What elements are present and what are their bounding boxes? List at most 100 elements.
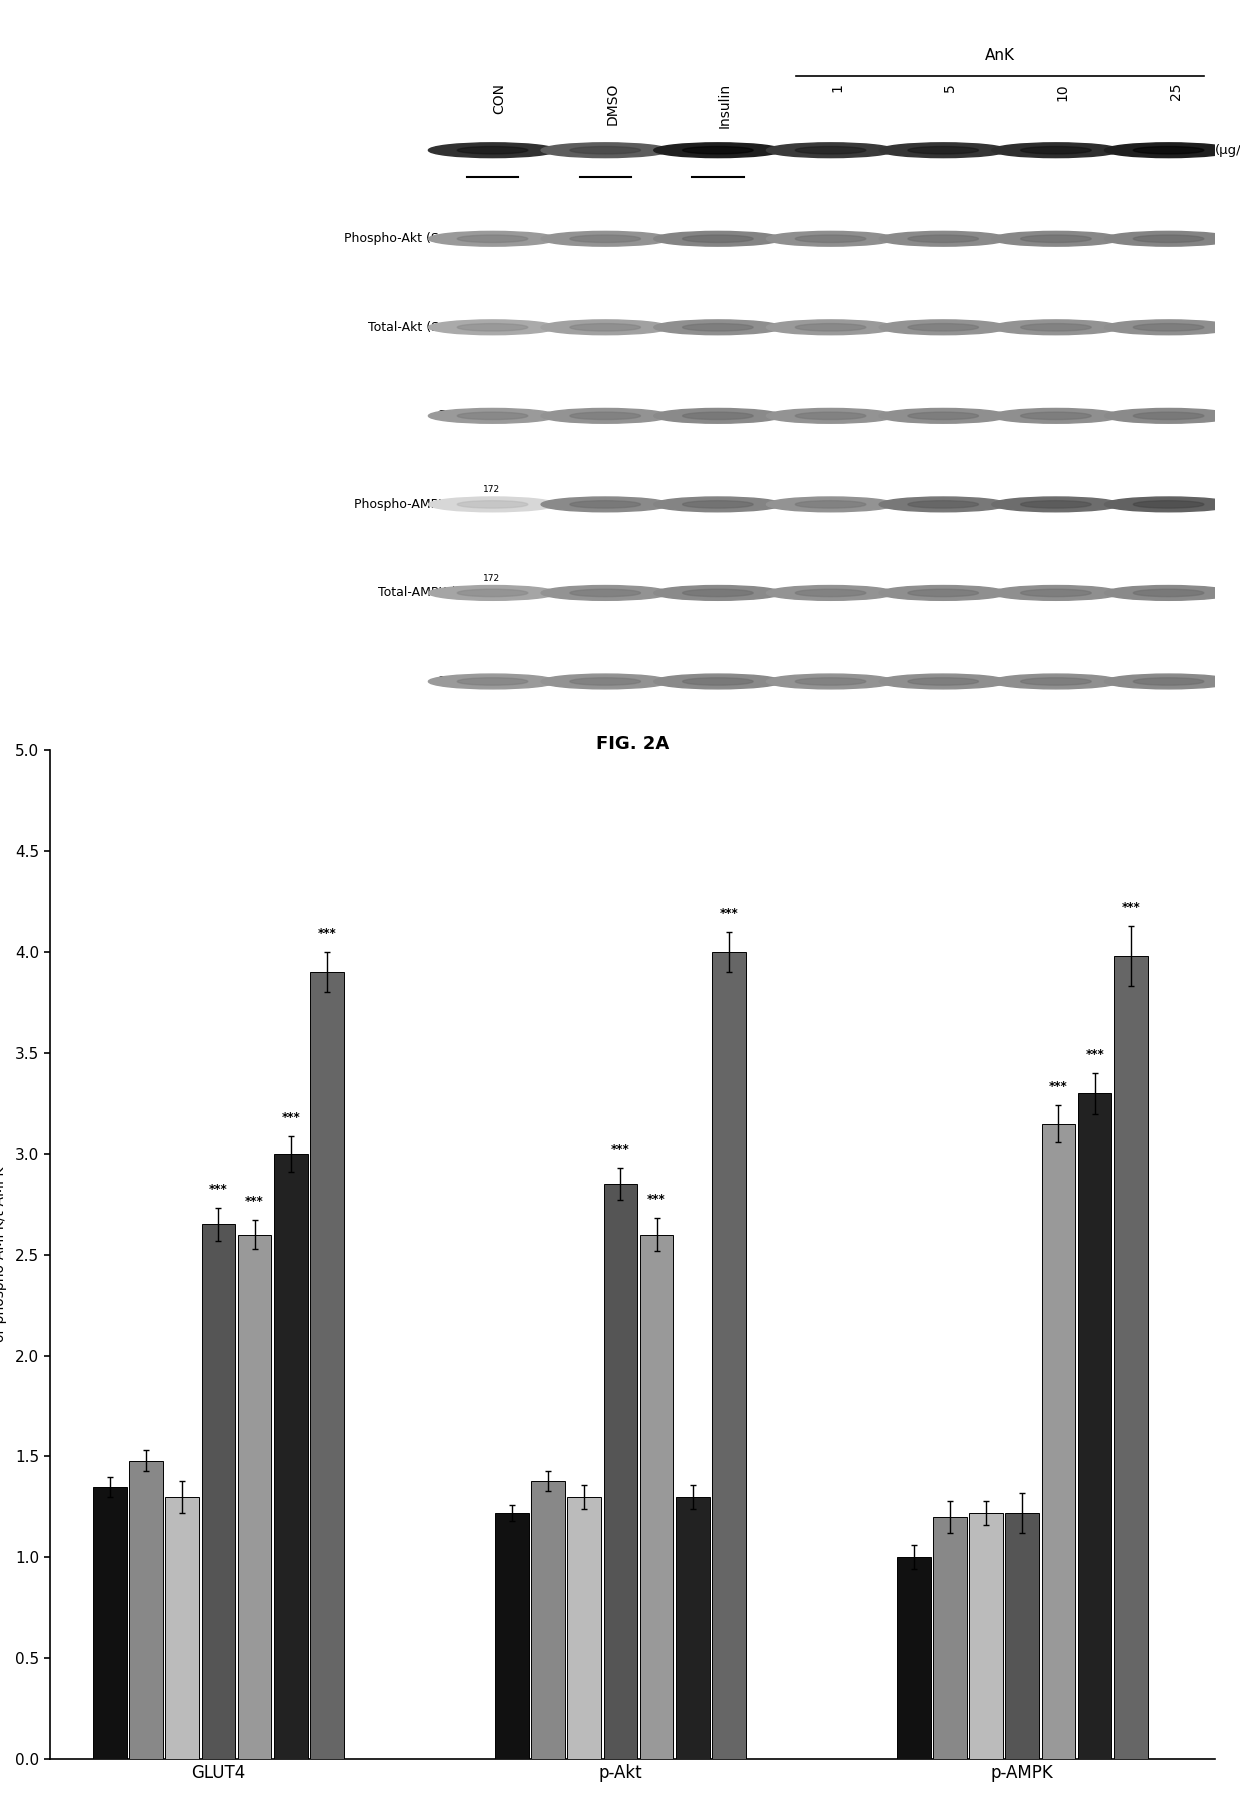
Ellipse shape: [1133, 501, 1204, 508]
Ellipse shape: [1021, 589, 1091, 596]
Bar: [934, 1517, 967, 1759]
Ellipse shape: [879, 675, 1007, 689]
Ellipse shape: [570, 501, 641, 508]
Text: DMSO: DMSO: [605, 83, 619, 126]
Ellipse shape: [541, 144, 670, 158]
Bar: [897, 1558, 930, 1759]
Ellipse shape: [458, 235, 528, 242]
Text: 25: 25: [1168, 83, 1183, 101]
Ellipse shape: [766, 675, 895, 689]
Ellipse shape: [879, 232, 1007, 246]
Text: 10: 10: [1056, 83, 1070, 101]
Text: ***: ***: [611, 1143, 630, 1156]
Ellipse shape: [1105, 409, 1233, 424]
Ellipse shape: [992, 497, 1120, 512]
Bar: [712, 951, 745, 1759]
Text: GLUT4: GLUT4: [440, 144, 481, 156]
Ellipse shape: [653, 232, 782, 246]
Text: 1: 1: [831, 83, 844, 92]
Text: 5: 5: [944, 83, 957, 92]
Ellipse shape: [682, 235, 753, 242]
Text: Total-Akt (Ser473): Total-Akt (Ser473): [368, 321, 481, 334]
Ellipse shape: [541, 497, 670, 512]
Ellipse shape: [541, 675, 670, 689]
Ellipse shape: [766, 497, 895, 512]
Text: ***: ***: [1085, 1048, 1104, 1061]
Ellipse shape: [429, 144, 557, 158]
Bar: [165, 1497, 200, 1759]
Ellipse shape: [1133, 413, 1204, 420]
Ellipse shape: [795, 501, 866, 508]
Text: GAPDH: GAPDH: [436, 675, 481, 687]
Text: GAPDH: GAPDH: [436, 409, 481, 422]
Bar: [238, 1235, 272, 1759]
Bar: [310, 973, 343, 1759]
Bar: [970, 1513, 1003, 1759]
Text: (μg/mL): (μg/mL): [1215, 144, 1240, 156]
Ellipse shape: [1105, 585, 1233, 600]
Ellipse shape: [908, 501, 978, 508]
Text: Insulin: Insulin: [718, 83, 732, 127]
Ellipse shape: [992, 409, 1120, 424]
Bar: [1078, 1093, 1111, 1759]
Ellipse shape: [1133, 235, 1204, 242]
Ellipse shape: [570, 589, 641, 596]
Bar: [568, 1497, 601, 1759]
Ellipse shape: [682, 413, 753, 420]
Bar: [129, 1461, 162, 1759]
Ellipse shape: [1021, 147, 1091, 154]
Ellipse shape: [908, 147, 978, 154]
Ellipse shape: [429, 585, 557, 600]
Ellipse shape: [429, 409, 557, 424]
Ellipse shape: [879, 144, 1007, 158]
Ellipse shape: [541, 585, 670, 600]
Ellipse shape: [1021, 323, 1091, 330]
Ellipse shape: [766, 232, 895, 246]
Bar: [1114, 957, 1147, 1759]
Ellipse shape: [992, 320, 1120, 334]
Ellipse shape: [908, 589, 978, 596]
Text: ***: ***: [317, 926, 336, 941]
Ellipse shape: [1133, 323, 1204, 330]
Y-axis label: GLUT4/GAPDH or phospho-Akt/t-Akt
or phospho-AMPK/t-AMPK: GLUT4/GAPDH or phospho-Akt/t-Akt or phos…: [0, 1131, 6, 1379]
Ellipse shape: [992, 144, 1120, 158]
Ellipse shape: [570, 235, 641, 242]
Text: ***: ***: [647, 1194, 666, 1206]
Ellipse shape: [766, 320, 895, 334]
Ellipse shape: [458, 589, 528, 596]
Bar: [604, 1185, 637, 1759]
Ellipse shape: [879, 497, 1007, 512]
Ellipse shape: [795, 147, 866, 154]
Ellipse shape: [458, 679, 528, 686]
Ellipse shape: [653, 585, 782, 600]
Ellipse shape: [458, 501, 528, 508]
Ellipse shape: [653, 675, 782, 689]
Ellipse shape: [682, 147, 753, 154]
Bar: [274, 1154, 308, 1759]
Bar: [1042, 1124, 1075, 1759]
Ellipse shape: [429, 232, 557, 246]
Ellipse shape: [570, 679, 641, 686]
Ellipse shape: [1105, 320, 1233, 334]
Text: Phospho-AMPK (Thr): Phospho-AMPK (Thr): [355, 497, 481, 512]
Text: ***: ***: [246, 1195, 264, 1208]
Ellipse shape: [879, 320, 1007, 334]
Ellipse shape: [570, 413, 641, 420]
Ellipse shape: [1133, 589, 1204, 596]
Ellipse shape: [682, 501, 753, 508]
Text: 172: 172: [484, 485, 500, 494]
Ellipse shape: [1021, 413, 1091, 420]
Ellipse shape: [682, 679, 753, 686]
Ellipse shape: [653, 497, 782, 512]
Ellipse shape: [1021, 501, 1091, 508]
Ellipse shape: [795, 235, 866, 242]
Ellipse shape: [992, 675, 1120, 689]
Ellipse shape: [795, 679, 866, 686]
Text: CON: CON: [492, 83, 506, 113]
Ellipse shape: [1133, 679, 1204, 686]
Ellipse shape: [541, 232, 670, 246]
Ellipse shape: [458, 147, 528, 154]
Bar: [640, 1235, 673, 1759]
Bar: [495, 1513, 528, 1759]
Ellipse shape: [908, 323, 978, 330]
